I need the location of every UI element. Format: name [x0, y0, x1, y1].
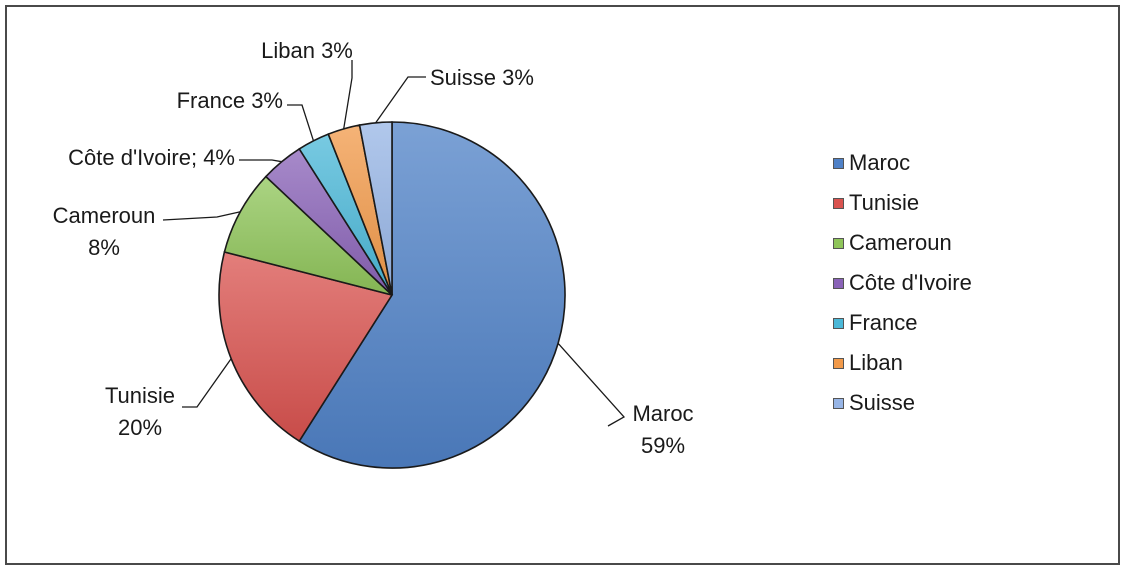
- leader-line-cote-d-ivoire: [239, 159, 282, 163]
- data-label-suisse: Suisse 3%: [430, 65, 534, 90]
- legend: Maroc Tunisie Cameroun Côte d'Ivoire Fra…: [833, 143, 972, 423]
- data-label-tunisie-line-2: 20%: [118, 415, 162, 440]
- legend-label-france: France: [849, 310, 918, 335]
- legend-item-maroc: Maroc: [833, 143, 972, 183]
- chart-frame: Maroc 59% Tunisie 20% Cameroun 8% Côte d'Ivoir…: [5, 5, 1120, 565]
- data-label-tunisie-line-1: Tunisie: [105, 383, 175, 408]
- leader-line-tunisie: [182, 358, 232, 408]
- legend-swatch-suisse: [833, 397, 844, 409]
- legend-label-maroc: Maroc: [849, 150, 911, 175]
- legend-label-suisse: Suisse: [849, 390, 916, 415]
- leader-line-maroc: [557, 342, 626, 427]
- legend-swatch-maroc: [833, 157, 844, 169]
- legend-item-cote-divoire: Côte d'Ivoire: [833, 263, 972, 303]
- data-label-cameroun-line-1: Cameroun: [53, 203, 156, 228]
- legend-item-tunisie: Tunisie: [833, 183, 972, 223]
- leader-line-suisse: [375, 76, 426, 124]
- legend-label-cote-divoire: Côte d'Ivoire: [849, 270, 972, 295]
- leader-line-france: [287, 104, 315, 142]
- data-label-france: France 3%: [177, 88, 283, 113]
- data-label-cote-d-ivoire: Côte d'Ivoire; 4%: [68, 145, 235, 170]
- legend-item-france: France: [833, 303, 972, 343]
- legend-label-tunisie: Tunisie: [849, 190, 920, 215]
- data-label-cameroun-line-2: 8%: [88, 235, 120, 260]
- legend-swatch-tunisie: [833, 197, 844, 209]
- data-label-maroc-line-1: Maroc: [632, 401, 693, 426]
- leader-line-liban: [343, 60, 353, 130]
- legend-item-liban: Liban: [833, 343, 972, 383]
- legend-item-cameroun: Cameroun: [833, 223, 972, 263]
- legend-swatch-cameroun: [833, 237, 844, 249]
- legend-item-suisse: Suisse: [833, 383, 972, 423]
- leader-line-cameroun: [162, 211, 241, 221]
- legend-swatch-france: [833, 317, 844, 329]
- legend-label-cameroun: Cameroun: [849, 230, 952, 255]
- pie-slice-maroc: [298, 121, 566, 469]
- legend-swatch-cote-divoire: [833, 277, 844, 289]
- pie-chart: Maroc 59% Tunisie 20% Cameroun 8% Côte d'Ivoir…: [53, 38, 694, 469]
- data-label-liban: Liban 3%: [261, 38, 353, 63]
- pie-slice-tunisie: [218, 251, 394, 443]
- legend-swatch-liban: [833, 357, 844, 369]
- data-label-maroc-line-2: 59%: [641, 433, 685, 458]
- legend-label-liban: Liban: [849, 350, 903, 375]
